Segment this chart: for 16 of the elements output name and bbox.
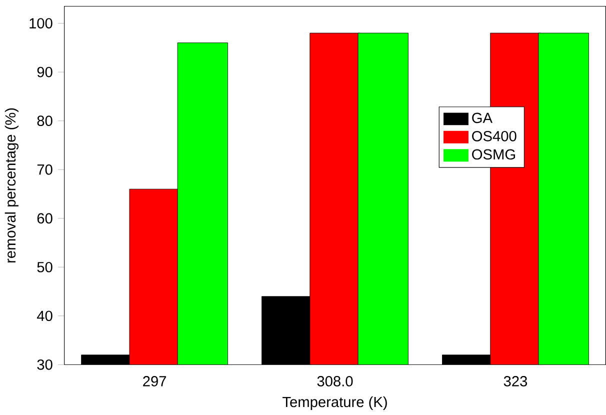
x-tick-label: 323 [504, 376, 528, 386]
x-tick-label: 308.0 [317, 376, 353, 386]
y-tick-label: 50 [37, 262, 52, 272]
legend-label: OSMG [472, 149, 515, 160]
x-tick-label: 297 [143, 376, 166, 386]
legend-label: OS400 [472, 131, 516, 142]
y-tick-label: 60 [37, 213, 52, 224]
y-axis-title: removal percentage (%) [4, 108, 18, 262]
legend-label: GA [472, 112, 492, 124]
x-axis-title: Temperature (K) [282, 396, 387, 410]
y-tick-label: 30 [37, 360, 52, 370]
y-tick-label: 80 [37, 116, 52, 126]
y-tick-label: 90 [37, 66, 52, 78]
y-tick-label: 70 [37, 164, 52, 175]
y-tick-label: 100 [30, 18, 52, 29]
y-tick-label: 40 [37, 310, 52, 322]
